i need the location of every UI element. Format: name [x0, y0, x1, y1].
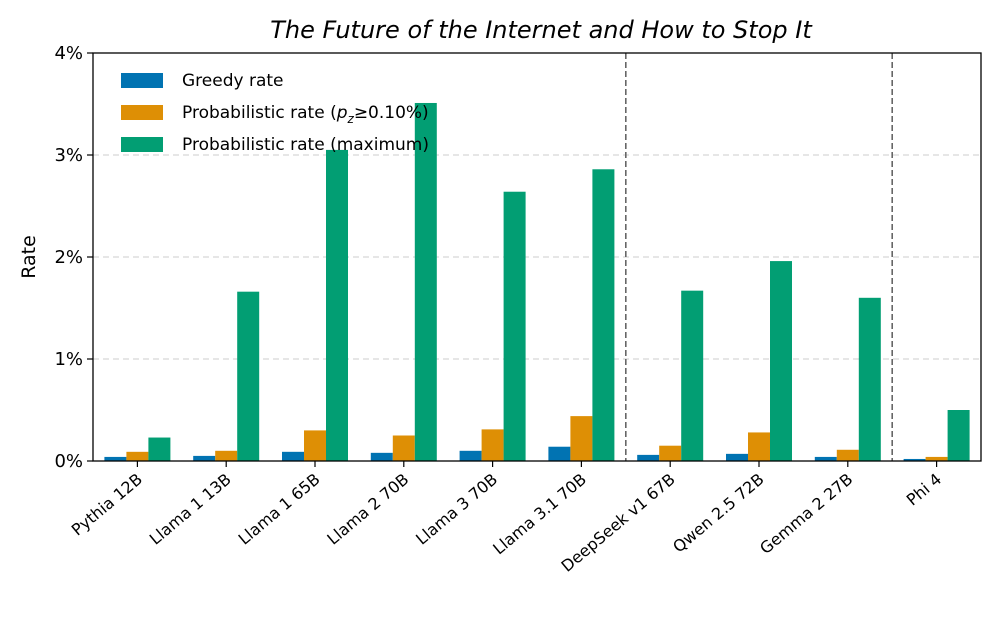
grid-lines: [93, 154, 981, 360]
y-tick-label: 4%: [54, 43, 83, 64]
bar: [193, 455, 216, 461]
bar: [548, 446, 571, 461]
bar: [237, 291, 260, 461]
bar: [503, 191, 526, 461]
bar: [370, 452, 393, 461]
bar: [903, 458, 926, 461]
bar: [392, 435, 415, 461]
x-tick-label: Llama 3 70B: [412, 470, 501, 549]
bar: [726, 453, 748, 461]
bar: [304, 430, 326, 461]
y-tick-label: 0%: [54, 451, 83, 472]
y-tick-label: 2%: [54, 247, 83, 268]
bar: [282, 451, 304, 461]
bar: [681, 290, 704, 461]
bar: [770, 261, 792, 461]
x-tick-label: Qwen 2.5 72B: [669, 470, 767, 557]
legend-swatch: [121, 73, 163, 88]
bars: [104, 102, 970, 461]
x-tick-label: Llama 1 65B: [235, 470, 324, 549]
legend-label: Probabilistic rate (maximum): [182, 135, 429, 155]
bar: [326, 149, 348, 461]
bar: [148, 437, 171, 461]
bar: [459, 450, 482, 461]
legend-swatch: [121, 105, 163, 120]
bar: [637, 454, 660, 461]
bar: [215, 450, 238, 461]
bar: [814, 456, 837, 461]
legend-label: Probabilistic rate (pz≥0.10%): [182, 103, 429, 126]
bar: [126, 451, 149, 461]
y-axis-ticks: 0% 1% 2% 3% 4%: [54, 43, 93, 472]
x-tick-label: Phi 4: [903, 470, 945, 510]
x-tick-label: Llama 3.1 70B: [489, 470, 590, 559]
chart-title: The Future of the Internet and How to St…: [270, 16, 813, 44]
bar: [858, 297, 881, 461]
group-separators: [624, 53, 894, 461]
bar: [104, 456, 127, 461]
x-tick-label: Gemma 2 27B: [756, 470, 856, 558]
x-tick-label: Llama 2 70B: [323, 470, 412, 549]
x-axis-ticks: Pythia 12B Llama 1 13B Llama 1 65B Llama 2 …: [68, 461, 945, 576]
bar: [836, 449, 859, 461]
bar: [947, 410, 970, 461]
y-tick-label: 1%: [54, 349, 83, 370]
y-axis-title: Rate: [18, 235, 40, 279]
y-tick-label: 3%: [54, 145, 83, 166]
bar: [481, 429, 504, 461]
legend: Greedy rate Probabilistic rate (pz≥0.10%)…: [121, 71, 429, 155]
legend-swatch: [121, 137, 163, 152]
bar: [748, 432, 770, 461]
bar: [414, 102, 437, 461]
x-tick-label: Llama 1 13B: [146, 470, 235, 549]
bar: [570, 416, 593, 461]
bar: [592, 169, 615, 461]
bar: [925, 456, 948, 461]
x-tick-label: Pythia 12B: [68, 470, 146, 540]
legend-label: Greedy rate: [182, 71, 284, 91]
bar: [659, 445, 682, 461]
